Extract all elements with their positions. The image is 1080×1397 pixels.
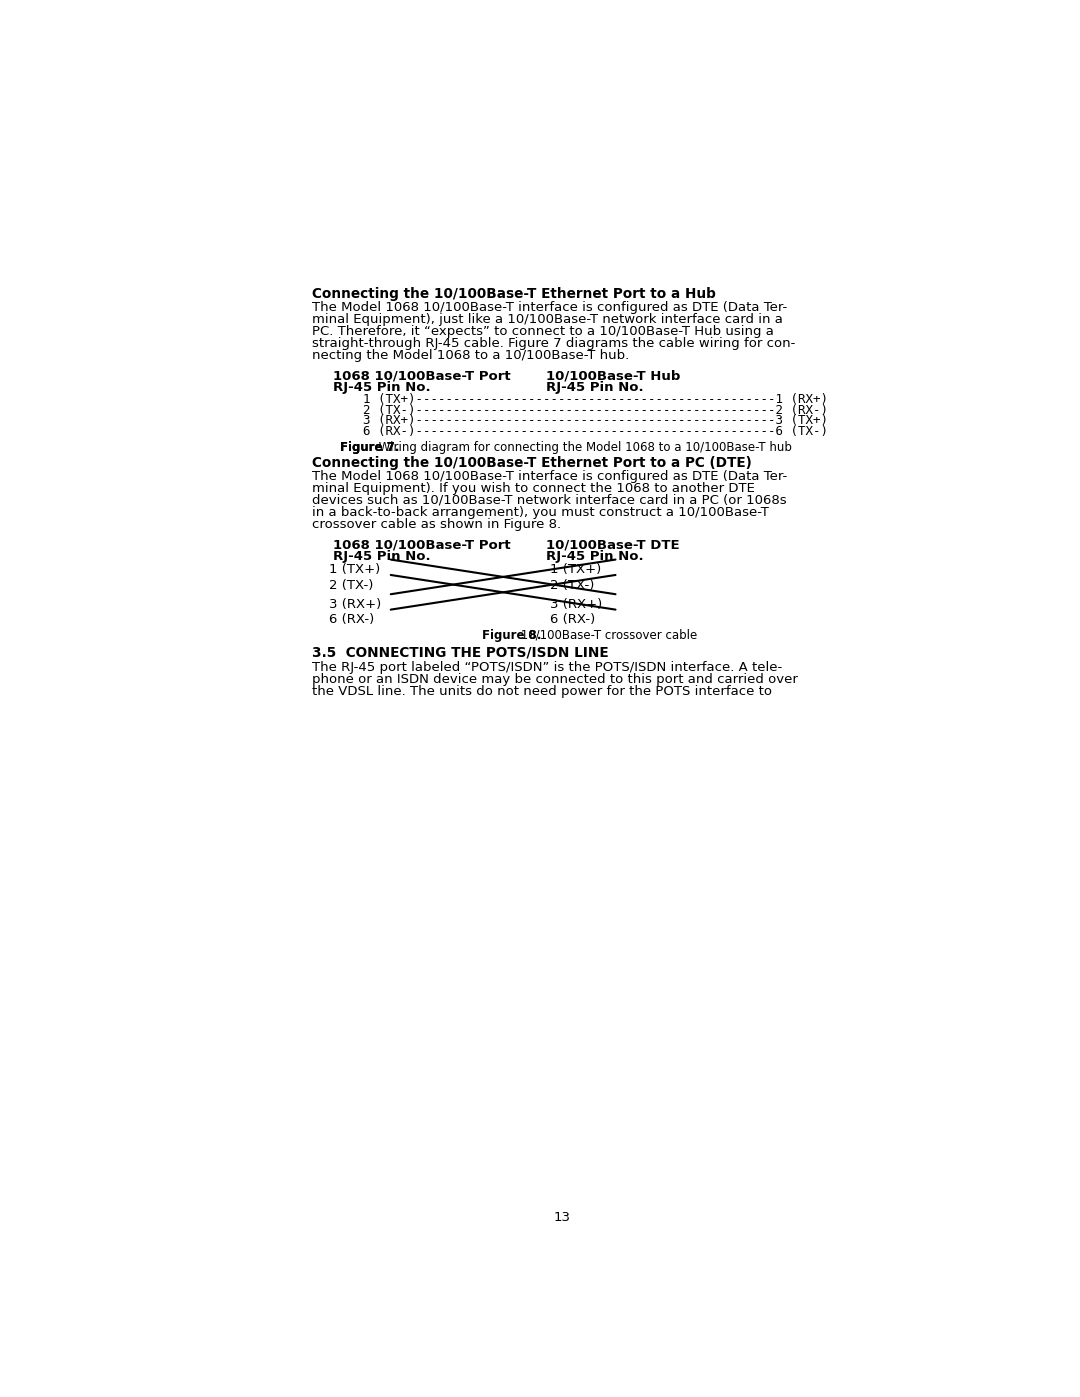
- Text: 10/100Base-T DTE: 10/100Base-T DTE: [545, 539, 679, 552]
- Text: Wiring diagram for connecting the Model 1068 to a 10/100Base-T hub: Wiring diagram for connecting the Model …: [375, 440, 792, 454]
- Text: 2 (TX-)------------------------------------------------2 (RX-): 2 (TX-)---------------------------------…: [333, 404, 827, 416]
- Text: Connecting the 10/100Base-T Ethernet Port to a Hub: Connecting the 10/100Base-T Ethernet Por…: [312, 286, 716, 300]
- Text: necting the Model 1068 to a 10/100Base-T hub.: necting the Model 1068 to a 10/100Base-T…: [312, 349, 629, 362]
- Text: straight-through RJ-45 cable. Figure 7 diagrams the cable wiring for con-: straight-through RJ-45 cable. Figure 7 d…: [312, 337, 795, 349]
- Text: The Model 1068 10/100Base-T interface is configured as DTE (Data Ter-: The Model 1068 10/100Base-T interface is…: [312, 300, 787, 314]
- Text: 2 (TX-): 2 (TX-): [328, 578, 373, 592]
- Text: RJ-45 Pin No.: RJ-45 Pin No.: [545, 549, 644, 563]
- Text: 3.5  CONNECTING THE POTS/ISDN LINE: 3.5 CONNECTING THE POTS/ISDN LINE: [312, 645, 608, 659]
- Text: The Model 1068 10/100Base-T interface is configured as DTE (Data Ter-: The Model 1068 10/100Base-T interface is…: [312, 469, 787, 483]
- Text: devices such as 10/100Base-T network interface card in a PC (or 1068s: devices such as 10/100Base-T network int…: [312, 493, 786, 507]
- Text: 6 (RX-): 6 (RX-): [328, 613, 374, 626]
- Text: 2 (TX-): 2 (TX-): [550, 578, 594, 592]
- Text: minal Equipment), just like a 10/100Base-T network interface card in a: minal Equipment), just like a 10/100Base…: [312, 313, 783, 326]
- Text: in a back-to-back arrangement), you must construct a 10/100Base-T: in a back-to-back arrangement), you must…: [312, 506, 769, 518]
- Text: 3 (RX+)------------------------------------------------3 (TX+): 3 (RX+)---------------------------------…: [333, 415, 827, 427]
- Text: 3 (RX+): 3 (RX+): [550, 598, 602, 610]
- Text: RJ-45 Pin No.: RJ-45 Pin No.: [333, 549, 430, 563]
- Text: 6 (RX-)------------------------------------------------6 (TX-): 6 (RX-)---------------------------------…: [333, 425, 827, 439]
- Text: minal Equipment). If you wish to connect the 1068 to another DTE: minal Equipment). If you wish to connect…: [312, 482, 755, 495]
- Text: Figure 8.: Figure 8.: [482, 629, 541, 641]
- Text: 3 (RX+): 3 (RX+): [328, 598, 381, 610]
- Text: Figure 7.: Figure 7.: [340, 440, 400, 454]
- Text: 10/100Base-T Hub: 10/100Base-T Hub: [545, 370, 680, 383]
- Text: PC. Therefore, it “expects” to connect to a 10/100Base-T Hub using a: PC. Therefore, it “expects” to connect t…: [312, 324, 773, 338]
- Text: RJ-45 Pin No.: RJ-45 Pin No.: [333, 380, 430, 394]
- Text: RJ-45 Pin No.: RJ-45 Pin No.: [545, 380, 644, 394]
- Text: 1068 10/100Base-T Port: 1068 10/100Base-T Port: [333, 370, 510, 383]
- Text: Connecting the 10/100Base-T Ethernet Port to a PC (DTE): Connecting the 10/100Base-T Ethernet Por…: [312, 455, 752, 469]
- Text: 13: 13: [554, 1211, 570, 1224]
- Text: the VDSL line. The units do not need power for the POTS interface to: the VDSL line. The units do not need pow…: [312, 685, 772, 698]
- Text: 10/100Base-T crossover cable: 10/100Base-T crossover cable: [516, 629, 697, 641]
- Text: crossover cable as shown in Figure 8.: crossover cable as shown in Figure 8.: [312, 518, 561, 531]
- Text: 1 (TX+)------------------------------------------------1 (RX+): 1 (TX+)---------------------------------…: [333, 393, 827, 407]
- Text: 6 (RX-): 6 (RX-): [550, 613, 595, 626]
- Text: phone or an ISDN device may be connected to this port and carried over: phone or an ISDN device may be connected…: [312, 673, 797, 686]
- Text: Figure 7.: Figure 7.: [340, 440, 400, 454]
- Text: 1068 10/100Base-T Port: 1068 10/100Base-T Port: [333, 539, 510, 552]
- Text: 1 (TX+): 1 (TX+): [328, 563, 380, 577]
- Text: The RJ-45 port labeled “POTS/ISDN” is the POTS/ISDN interface. A tele-: The RJ-45 port labeled “POTS/ISDN” is th…: [312, 661, 782, 675]
- Text: Figure 7. Wiring diagram for connecting the Model 1068 to a 10/100Base-T hub: Figure 7. Wiring diagram for connecting …: [340, 440, 808, 454]
- Text: 1 (TX+): 1 (TX+): [550, 563, 600, 577]
